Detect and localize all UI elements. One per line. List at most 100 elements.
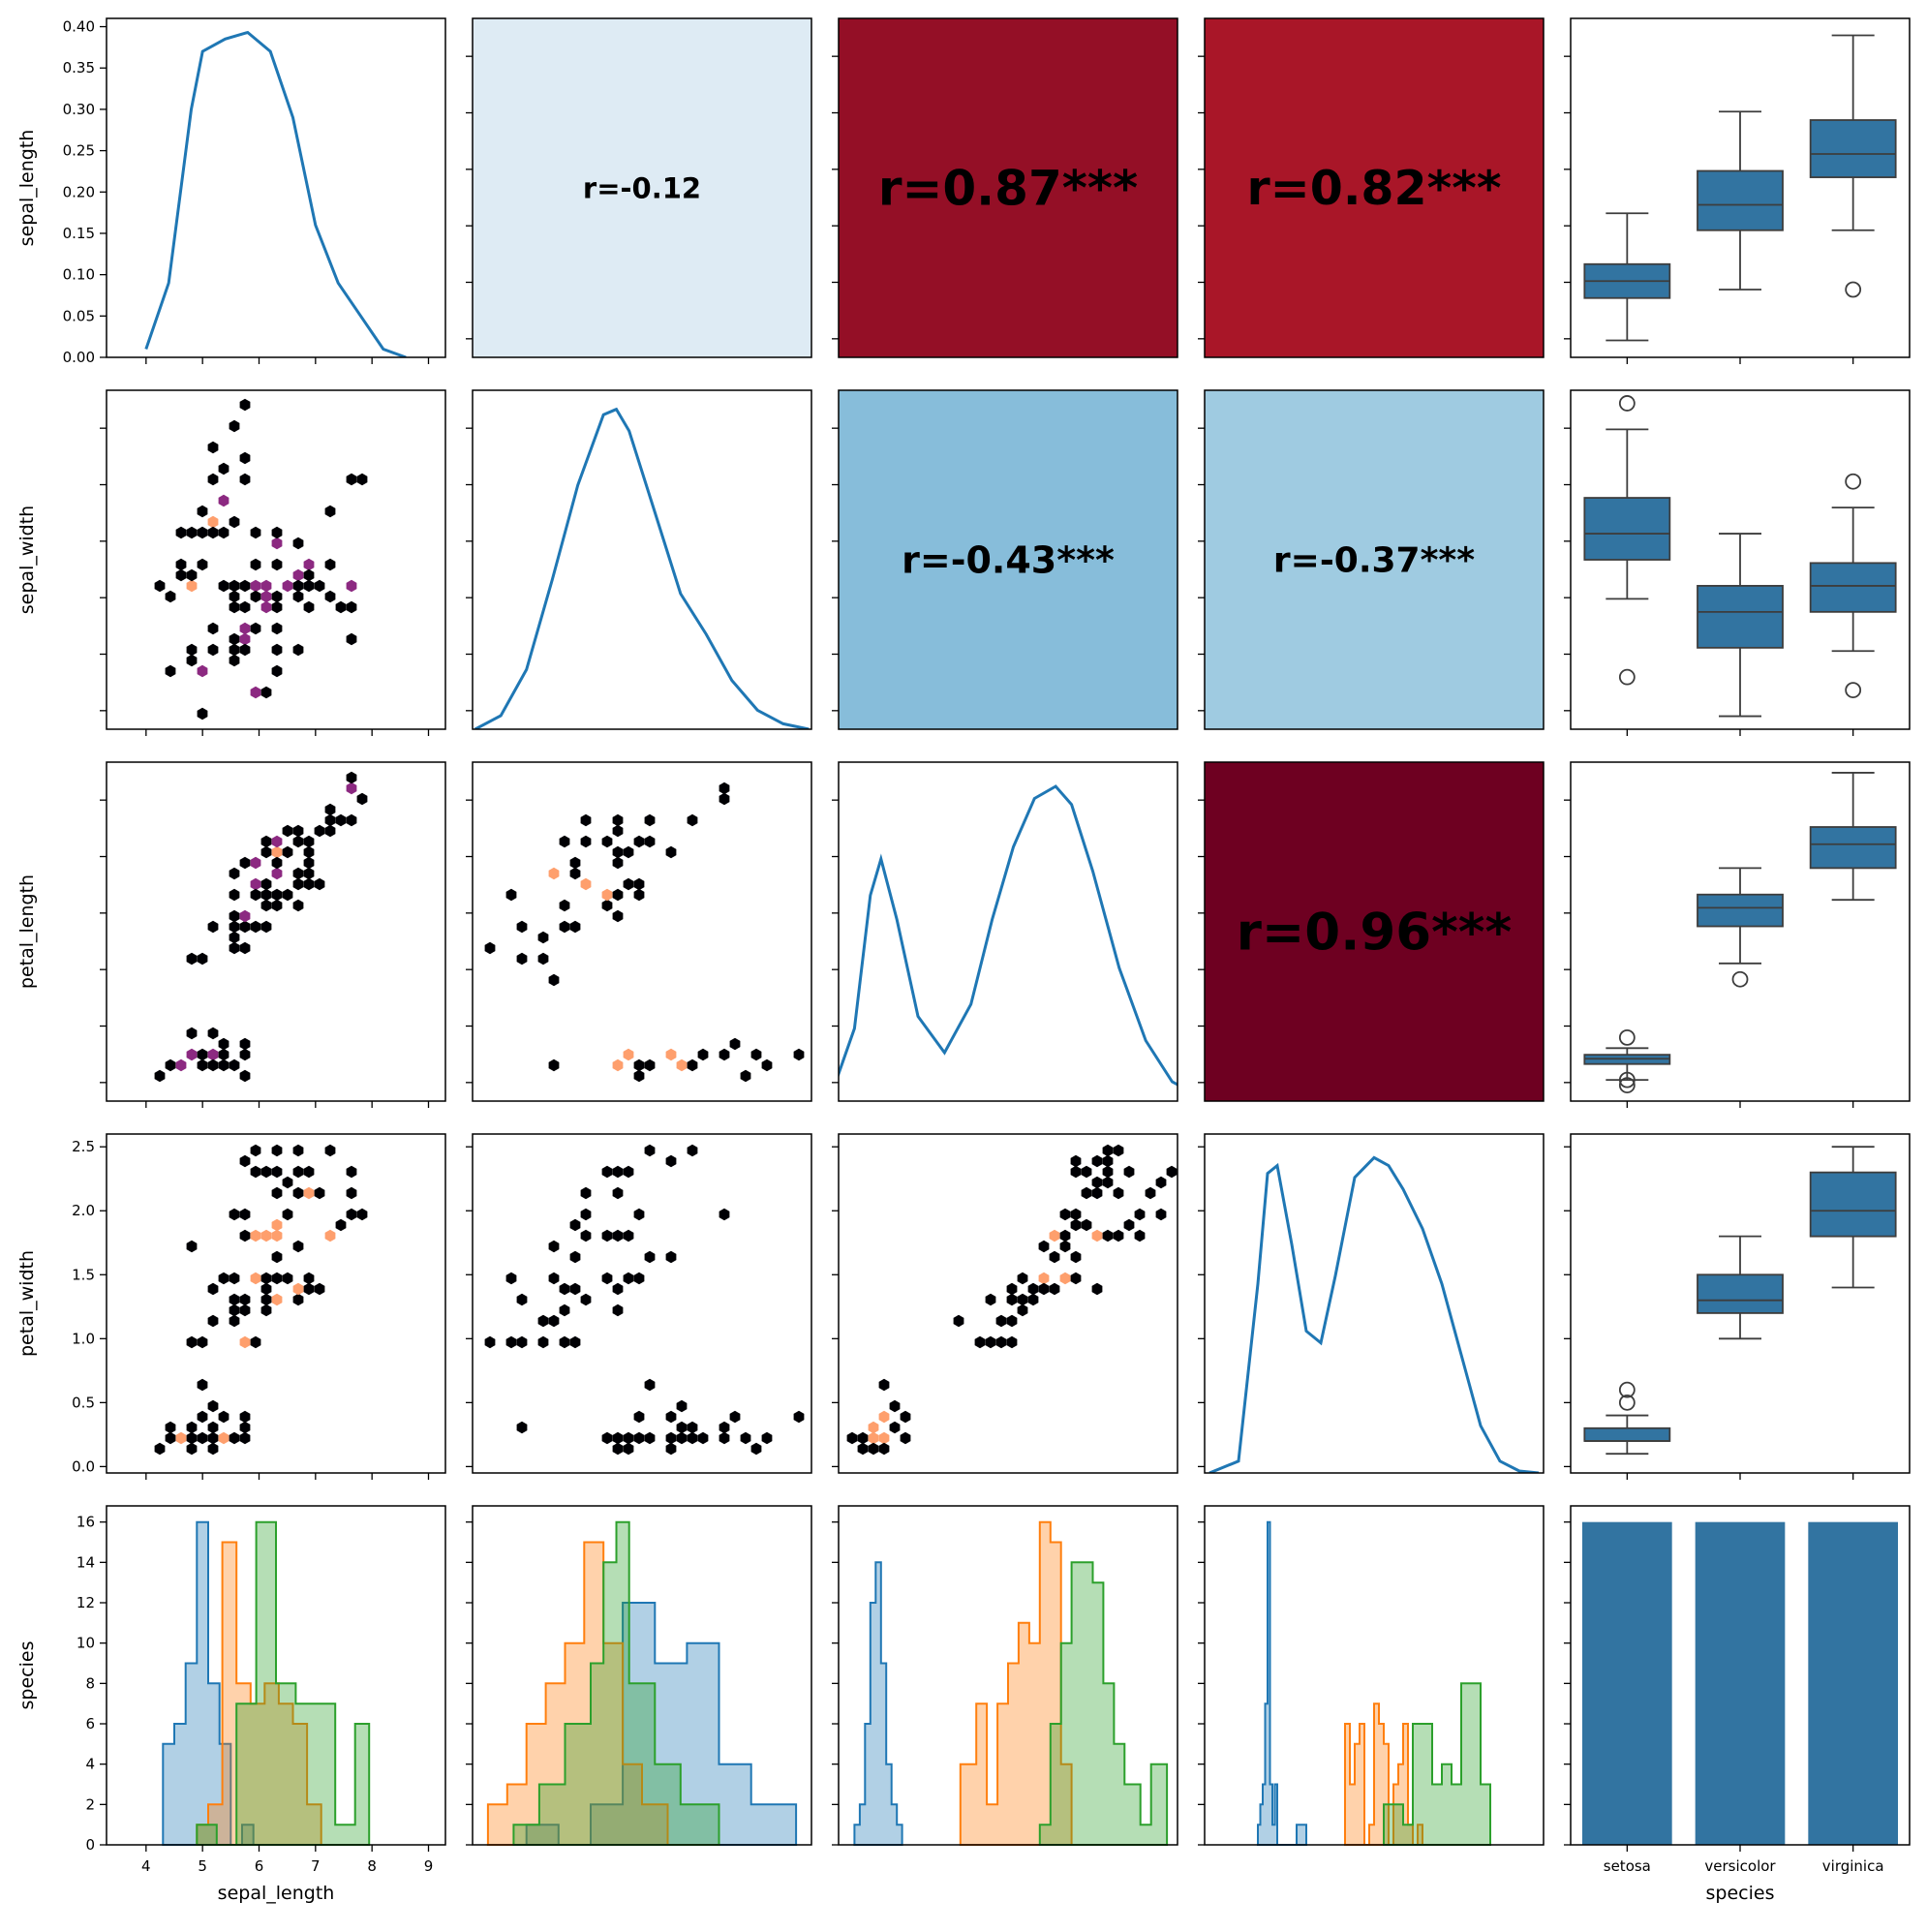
y-tick-label: 0.00: [63, 349, 95, 366]
hexbin-cell: [292, 1186, 304, 1200]
box-outlier: [1731, 970, 1749, 988]
x-axis-label-species: species: [1706, 1883, 1775, 1904]
panel-sepal_length-vs-petal_length: r=0.87***: [832, 17, 1178, 358]
panel-sepal_width-vs-petal_length: r=-0.43***: [832, 389, 1178, 730]
y-ticks: [100, 25, 107, 358]
hexbin-cell: [1059, 1229, 1071, 1242]
hexbin-cell: [612, 1229, 624, 1242]
hexbin-cell: [239, 1431, 251, 1445]
hexbin-cell: [239, 1048, 251, 1061]
hexbin-cell: [548, 973, 560, 987]
box-versicolor: [1697, 1235, 1784, 1340]
hexbin-cell: [740, 1069, 751, 1083]
hexbin-cell: [601, 1165, 613, 1179]
panel-border: [106, 389, 446, 730]
hexbin-cell: [793, 1410, 805, 1424]
correlation-cell: [839, 390, 1178, 729]
hexbin-cell: [633, 1069, 645, 1083]
correlation-label: r=-0.37***: [1273, 541, 1475, 581]
hexbin-cell: [186, 1431, 198, 1445]
box-body: [1809, 1171, 1897, 1238]
hexbin-cell: [239, 473, 251, 486]
hexbin-cell: [1091, 1176, 1103, 1189]
hexbin-cell: [175, 558, 187, 571]
correlation-label: r=0.87***: [878, 161, 1138, 217]
hexbin-cell: [1070, 1250, 1082, 1264]
x-tick-label-virginica: virginica: [1822, 1857, 1884, 1875]
panel-petal_width-vs-species: [1564, 1133, 1911, 1480]
hexbin-cell: [197, 1048, 208, 1061]
y-tick-label: 0.15: [63, 225, 95, 242]
hexbin-cell: [537, 1335, 549, 1349]
hexbin-cell: [207, 515, 219, 529]
hexbin-cell: [729, 1410, 741, 1424]
hexbin-cell: [314, 877, 325, 891]
hexbin-cell: [1145, 1186, 1156, 1200]
hexbin-cell: [505, 888, 517, 902]
hexbin-cell: [271, 622, 283, 635]
hexbin-cell: [559, 1335, 570, 1349]
hexbin-cell: [197, 1431, 208, 1445]
box-setosa: [1583, 1381, 1671, 1456]
hexbin-cell: [580, 877, 592, 891]
hexbin-cell: [697, 1431, 709, 1445]
hexbin-cell: [197, 707, 208, 721]
box-outlier: [1618, 1077, 1636, 1093]
hexbin-cell: [175, 1431, 187, 1445]
hexbin-cell: [644, 1431, 656, 1445]
x-tick-label: 4: [141, 1857, 151, 1875]
hexbin-cell: [292, 867, 304, 880]
hexbin-cell: [1006, 1282, 1018, 1296]
hexbin-cell: [239, 909, 251, 923]
y-tick-label: 0.35: [63, 59, 95, 77]
box-outlier: [1618, 668, 1636, 686]
count-bar-setosa: [1582, 1521, 1672, 1845]
y-tick-label: 0.40: [63, 18, 95, 36]
y-tick-label: 0: [85, 1836, 95, 1854]
hexbin-cell: [282, 1272, 293, 1285]
hexbin-cell: [857, 1431, 869, 1445]
y-ticks: [1564, 55, 1571, 340]
hexbin-cell: [612, 1186, 624, 1200]
hexbin-cell: [239, 1154, 251, 1168]
hexbin-cell: [239, 622, 251, 635]
y-ticks: [1198, 1146, 1205, 1468]
hexbin-cell: [324, 505, 336, 518]
hexbin-cell: [580, 1208, 592, 1221]
y-ticks: [1198, 427, 1205, 712]
box-outlier: [1618, 1071, 1636, 1089]
y-ticks: [1198, 799, 1205, 1084]
hexbin-cell: [260, 1282, 272, 1296]
hexbin-cell: [260, 877, 272, 891]
hexbin-cell: [612, 856, 624, 870]
hexbin-cell: [878, 1431, 890, 1445]
panel-species-vs-petal_length: [832, 1505, 1178, 1846]
hexbin-cell: [889, 1399, 901, 1413]
x-ticks: [145, 357, 430, 364]
y-ticks: [466, 1521, 473, 1846]
hexbin-cell: [292, 1144, 304, 1157]
panel-border: [838, 1133, 1178, 1474]
hexbin-cell: [260, 835, 272, 848]
panel-petal_length-vs-petal_length: [832, 761, 1178, 1102]
hexbin-cell: [601, 1272, 613, 1285]
box-body: [1697, 585, 1784, 649]
hexbin-cell: [569, 1282, 581, 1296]
x-ticks: [1626, 729, 1854, 736]
hexbin-cell: [186, 1335, 198, 1349]
hexbin-cell: [271, 1293, 283, 1306]
hexbin-cell: [292, 1293, 304, 1306]
hexbin-cell: [186, 1048, 198, 1061]
hexbin-cell: [356, 1208, 368, 1221]
hexbin-cell: [644, 1058, 656, 1072]
histogram-setosa: [853, 1561, 903, 1846]
y-tick-label: 1.0: [72, 1330, 95, 1347]
hexbin-cell: [985, 1293, 996, 1306]
hexbin-cell: [229, 515, 240, 529]
kde-line: [1208, 1155, 1540, 1473]
hexbin-cell: [719, 1421, 730, 1434]
hexbin-cell: [303, 867, 315, 880]
hexbin-cell: [346, 1208, 357, 1221]
hexbin-cell: [580, 813, 592, 827]
